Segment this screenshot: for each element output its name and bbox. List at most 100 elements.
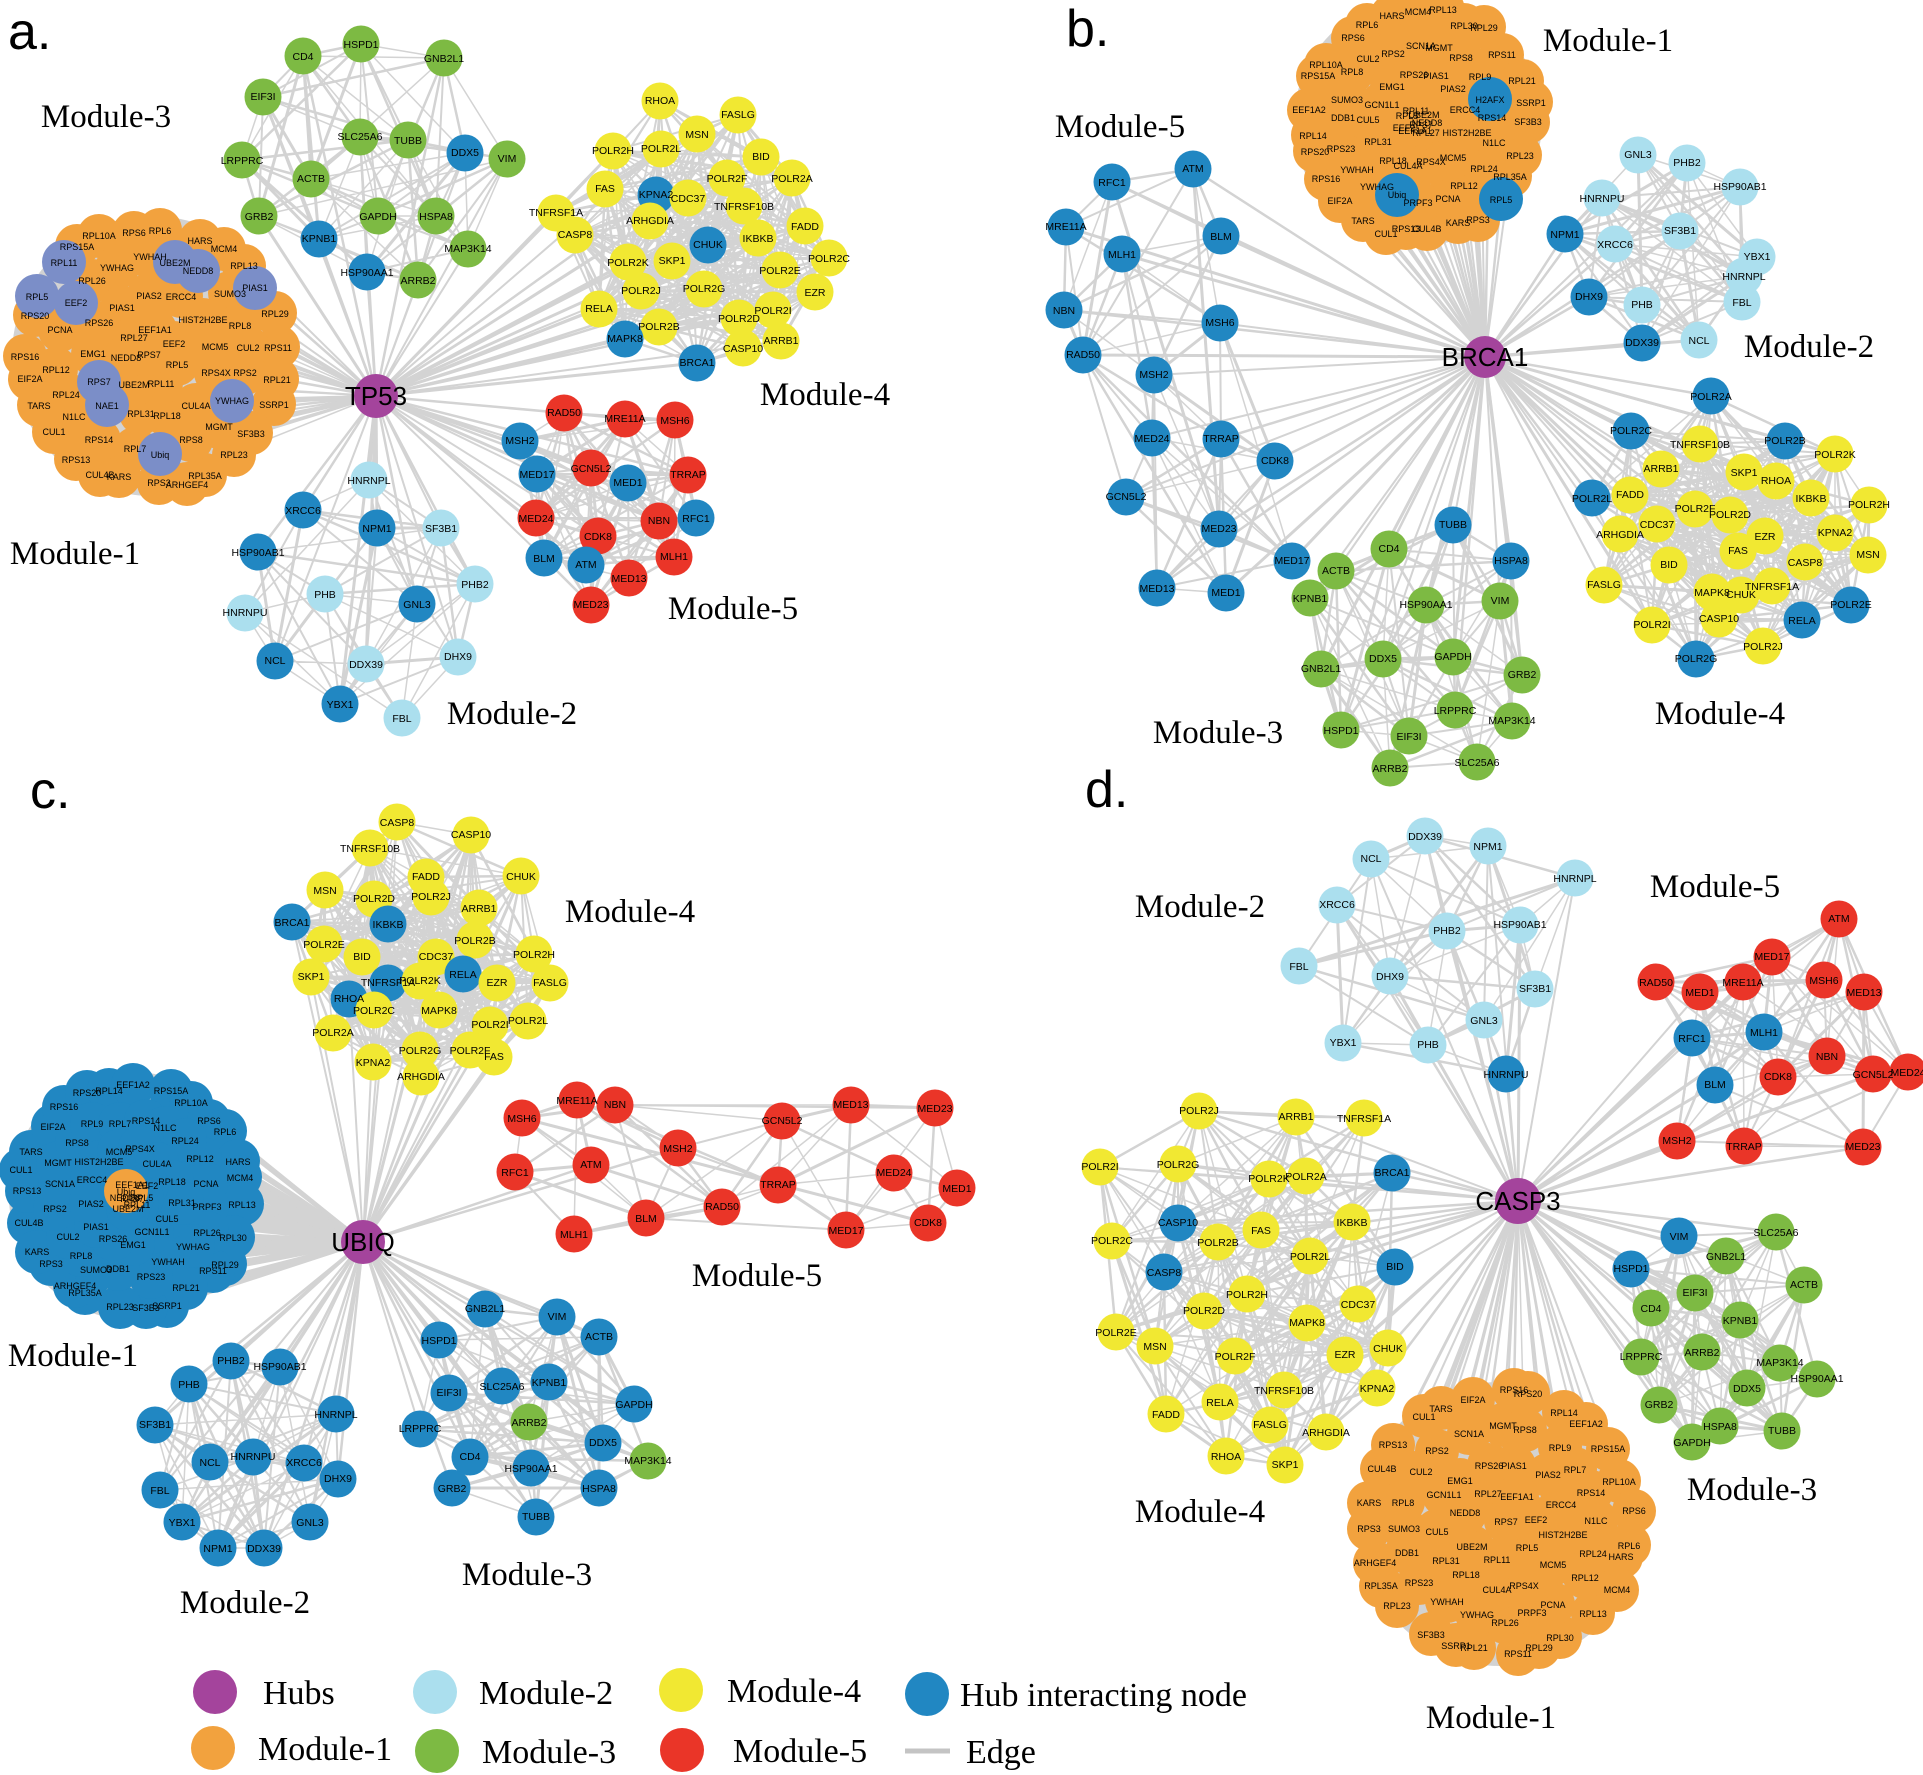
svg-text:EMG1: EMG1 bbox=[120, 1240, 146, 1250]
svg-text:RPL13: RPL13 bbox=[228, 1200, 256, 1210]
svg-text:YWHAG: YWHAG bbox=[1460, 1610, 1494, 1620]
svg-text:POLR2K: POLR2K bbox=[1248, 1173, 1289, 1185]
svg-text:MED1: MED1 bbox=[613, 477, 642, 489]
svg-text:HSP90AA1: HSP90AA1 bbox=[504, 1463, 557, 1475]
svg-text:CASP8: CASP8 bbox=[1147, 1267, 1182, 1279]
svg-text:SF3B1: SF3B1 bbox=[139, 1419, 171, 1431]
svg-text:HARS: HARS bbox=[1379, 11, 1404, 21]
svg-text:POLR2D: POLR2D bbox=[1709, 509, 1751, 521]
svg-text:Module-1: Module-1 bbox=[1543, 23, 1673, 59]
svg-text:CDC37: CDC37 bbox=[1640, 519, 1675, 531]
svg-text:H2AFX: H2AFX bbox=[1475, 95, 1504, 105]
svg-text:Module-5: Module-5 bbox=[733, 1733, 867, 1770]
svg-text:RHOA: RHOA bbox=[1761, 475, 1791, 487]
svg-text:RPS14: RPS14 bbox=[1478, 113, 1507, 123]
svg-text:SUMO3: SUMO3 bbox=[1331, 95, 1363, 105]
svg-text:RPL35A: RPL35A bbox=[68, 1288, 102, 1298]
svg-text:POLR2L: POLR2L bbox=[1290, 1251, 1330, 1263]
svg-text:IKBKB: IKBKB bbox=[1796, 493, 1827, 505]
svg-text:RPL26: RPL26 bbox=[193, 1228, 221, 1238]
svg-text:FASLG: FASLG bbox=[721, 109, 755, 121]
svg-text:EIF3I: EIF3I bbox=[436, 1387, 461, 1399]
svg-text:RPL10A: RPL10A bbox=[1309, 60, 1343, 70]
svg-text:NBN: NBN bbox=[648, 515, 670, 527]
svg-text:FAS: FAS bbox=[1728, 545, 1748, 557]
svg-text:RPS15A: RPS15A bbox=[60, 242, 95, 252]
svg-text:MED24: MED24 bbox=[1890, 1067, 1923, 1079]
svg-text:POLR2I: POLR2I bbox=[471, 1019, 508, 1031]
svg-text:YBX1: YBX1 bbox=[327, 699, 354, 711]
svg-text:d.: d. bbox=[1085, 761, 1128, 819]
svg-text:RPS4X: RPS4X bbox=[1416, 157, 1446, 167]
svg-text:FAS: FAS bbox=[1251, 1225, 1271, 1237]
svg-text:MGMT: MGMT bbox=[1425, 43, 1453, 53]
svg-text:EEF1A1: EEF1A1 bbox=[138, 325, 172, 335]
svg-text:NEDD8: NEDD8 bbox=[110, 1193, 141, 1203]
svg-text:CUL5: CUL5 bbox=[155, 1214, 178, 1224]
svg-text:KPNB1: KPNB1 bbox=[302, 233, 337, 245]
svg-text:CASP3: CASP3 bbox=[1475, 1186, 1560, 1216]
svg-text:PHB: PHB bbox=[314, 589, 336, 601]
svg-text:DDB1: DDB1 bbox=[106, 1264, 130, 1274]
svg-text:KPNB1: KPNB1 bbox=[1723, 1315, 1758, 1327]
svg-text:RPL12: RPL12 bbox=[1450, 181, 1478, 191]
svg-text:KPNB1: KPNB1 bbox=[1293, 593, 1328, 605]
svg-text:NCL: NCL bbox=[199, 1457, 220, 1469]
svg-text:PRPF3: PRPF3 bbox=[192, 1202, 221, 1212]
svg-text:RPS16: RPS16 bbox=[50, 1102, 79, 1112]
svg-text:UBE2M: UBE2M bbox=[1408, 110, 1439, 120]
svg-text:TUBB: TUBB bbox=[1768, 1425, 1796, 1437]
svg-text:RPL12: RPL12 bbox=[186, 1154, 214, 1164]
svg-text:ARHGDIA: ARHGDIA bbox=[1302, 1427, 1350, 1439]
svg-text:RPL6: RPL6 bbox=[1618, 1541, 1641, 1551]
svg-text:SCN1A: SCN1A bbox=[1454, 1429, 1484, 1439]
svg-text:NCL: NCL bbox=[264, 655, 285, 667]
svg-text:CUL2: CUL2 bbox=[1356, 54, 1379, 64]
svg-text:SLC25A6: SLC25A6 bbox=[1754, 1227, 1799, 1239]
svg-text:CUL5: CUL5 bbox=[1425, 1527, 1448, 1537]
svg-text:CASP8: CASP8 bbox=[558, 229, 593, 241]
svg-text:MAPK8: MAPK8 bbox=[1289, 1317, 1325, 1329]
svg-text:BLM: BLM bbox=[533, 553, 555, 565]
svg-text:MED1: MED1 bbox=[942, 1183, 971, 1195]
svg-text:MGMT: MGMT bbox=[205, 422, 233, 432]
svg-text:MED23: MED23 bbox=[1201, 523, 1236, 535]
svg-text:YBX1: YBX1 bbox=[169, 1517, 196, 1529]
svg-text:MSH6: MSH6 bbox=[507, 1113, 536, 1125]
svg-text:NPM1: NPM1 bbox=[1550, 229, 1579, 241]
svg-text:DDX5: DDX5 bbox=[451, 147, 479, 159]
svg-text:SUMO3: SUMO3 bbox=[80, 1265, 112, 1275]
svg-text:TP53: TP53 bbox=[345, 381, 407, 411]
svg-text:Module-3: Module-3 bbox=[482, 1734, 616, 1771]
svg-text:GAPDH: GAPDH bbox=[1434, 651, 1471, 663]
svg-text:RPL27: RPL27 bbox=[1474, 1489, 1502, 1499]
svg-text:RPL7: RPL7 bbox=[1564, 1465, 1587, 1475]
svg-text:ERCC4: ERCC4 bbox=[166, 292, 197, 302]
svg-text:XRCC6: XRCC6 bbox=[1597, 239, 1633, 251]
svg-text:Module-2: Module-2 bbox=[479, 1675, 613, 1712]
svg-text:HIST2H2BE: HIST2H2BE bbox=[1538, 1530, 1587, 1540]
svg-text:RPL24: RPL24 bbox=[52, 390, 80, 400]
svg-text:SLC25A6: SLC25A6 bbox=[480, 1381, 525, 1393]
svg-text:NCL: NCL bbox=[1360, 853, 1381, 865]
svg-text:MSH2: MSH2 bbox=[505, 435, 534, 447]
svg-text:RHOA: RHOA bbox=[645, 95, 675, 107]
svg-text:RPL9: RPL9 bbox=[1549, 1443, 1572, 1453]
svg-text:CASP10: CASP10 bbox=[723, 343, 763, 355]
svg-text:RPS20: RPS20 bbox=[21, 311, 50, 321]
svg-text:SF3B1: SF3B1 bbox=[1519, 983, 1551, 995]
svg-text:RPS8: RPS8 bbox=[1513, 1425, 1537, 1435]
svg-text:CUL4A: CUL4A bbox=[1393, 161, 1422, 171]
svg-text:ERCC4: ERCC4 bbox=[1546, 1500, 1577, 1510]
svg-text:GCN1L1: GCN1L1 bbox=[134, 1227, 169, 1237]
svg-text:GCN5L2: GCN5L2 bbox=[1853, 1069, 1894, 1081]
svg-text:MLH1: MLH1 bbox=[1108, 249, 1136, 261]
svg-text:RPS7: RPS7 bbox=[1494, 1517, 1518, 1527]
svg-text:POLR2G: POLR2G bbox=[1157, 1159, 1200, 1171]
svg-text:KARS: KARS bbox=[1446, 218, 1471, 228]
svg-text:POLR2B: POLR2B bbox=[1197, 1237, 1238, 1249]
svg-text:HSPD1: HSPD1 bbox=[1613, 1263, 1648, 1275]
svg-text:RPS7: RPS7 bbox=[1409, 120, 1433, 130]
svg-text:CUL4A: CUL4A bbox=[142, 1159, 171, 1169]
svg-text:Module-5: Module-5 bbox=[692, 1258, 822, 1294]
